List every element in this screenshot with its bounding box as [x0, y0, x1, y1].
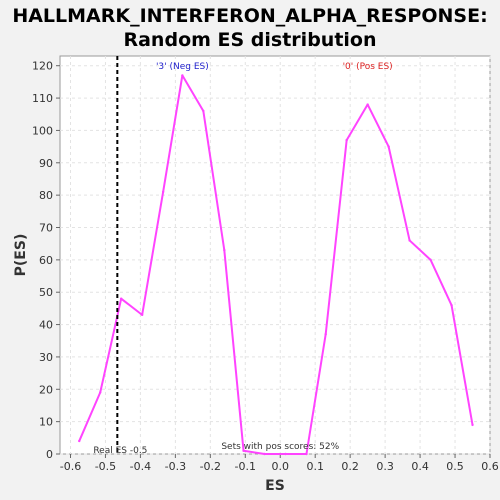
x-tick-label: 0.1: [306, 460, 324, 473]
y-tick-label: 30: [39, 351, 53, 364]
x-tick-label: 0.5: [446, 460, 464, 473]
data-point: [429, 258, 432, 262]
y-tick-label: 120: [32, 60, 53, 73]
data-point: [305, 452, 308, 456]
chart-annotation: '3' (Neg ES): [156, 62, 209, 72]
y-tick-label: 70: [39, 221, 53, 234]
data-point: [140, 313, 144, 317]
data-point: [202, 109, 205, 113]
x-tick-label: -0.3: [165, 460, 186, 473]
data-point: [78, 439, 81, 443]
axes: -0.6 -0.5 -0.4 -0.3 -0.2 -0.1 0.0 0.1 0.2 0.3 0.4 0…: [32, 60, 499, 473]
data-point: [284, 452, 287, 456]
y-tick-label: 60: [39, 254, 53, 267]
y-axis-label: P(ES): [13, 234, 29, 277]
x-tick-label: -0.4: [130, 460, 151, 473]
y-tick-label: 50: [39, 286, 53, 299]
grid-lines: [60, 56, 491, 455]
data-point: [408, 239, 411, 242]
chart-annotation: '0' (Pos ES): [343, 62, 393, 72]
data-point: [450, 303, 453, 307]
y-tick-label: 80: [39, 189, 53, 202]
data-point: [324, 333, 327, 336]
data-point: [345, 138, 348, 142]
series-line: [78, 74, 474, 455]
annotation-layer: Real ES -0.5 '3' (Neg ES) '0' (Pos ES) Sets…: [93, 62, 392, 456]
x-tick-label: -0.2: [200, 460, 221, 473]
data-point: [242, 449, 245, 452]
y-tick-label: 20: [39, 383, 53, 396]
x-tick-label: 0.2: [341, 460, 359, 473]
chart-title-line-2: Random ES distribution: [123, 29, 376, 51]
data-point: [387, 145, 390, 148]
data-point: [161, 190, 165, 194]
y-tick-label: 0: [46, 448, 53, 461]
x-tick-label: -0.5: [95, 460, 116, 473]
chart-title-line-1: HALLMARK_INTERFERON_ALPHA_RESPONSE:: [12, 5, 487, 27]
series-layer: [78, 56, 474, 456]
y-tick-label: 90: [39, 157, 53, 170]
plot-area: [59, 55, 491, 455]
chart-annotation: Sets with pos scores: 52%: [221, 442, 339, 452]
x-tick-label: 0.3: [376, 460, 394, 473]
data-point: [99, 391, 102, 394]
x-tick-label: 0.4: [411, 460, 429, 473]
y-tick-label: 40: [39, 319, 53, 332]
y-tick-label: 100: [32, 124, 53, 137]
x-tick-label: -0.6: [60, 460, 81, 473]
x-tick-label: 0.0: [271, 460, 289, 473]
y-tick-label: 10: [39, 416, 53, 429]
y-tick-label: 110: [32, 92, 53, 105]
real-es-label: Real ES -0.5: [93, 446, 147, 456]
x-tick-label: -0.1: [235, 460, 256, 473]
data-point: [366, 103, 369, 106]
x-tick-label: 0.6: [481, 460, 499, 473]
x-axis-label: ES: [265, 478, 285, 494]
data-point: [181, 74, 184, 77]
data-point: [223, 248, 226, 252]
data-point: [263, 452, 266, 456]
data-point: [471, 423, 474, 427]
data-point: [119, 297, 123, 300]
